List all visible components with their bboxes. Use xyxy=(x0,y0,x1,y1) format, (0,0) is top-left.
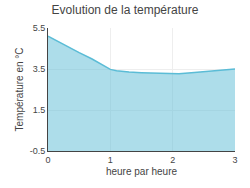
svg-text:3: 3 xyxy=(232,155,237,165)
svg-text:1.5: 1.5 xyxy=(33,105,46,115)
svg-text:Température en °C: Température en °C xyxy=(14,47,25,131)
svg-text:5.5: 5.5 xyxy=(33,23,46,33)
svg-text:-0.5: -0.5 xyxy=(30,146,46,156)
svg-text:Evolution de la température: Evolution de la température xyxy=(52,3,199,17)
svg-text:3.5: 3.5 xyxy=(33,64,46,74)
svg-text:2: 2 xyxy=(170,155,175,165)
svg-text:1: 1 xyxy=(108,155,113,165)
svg-text:heure par heure: heure par heure xyxy=(106,166,178,177)
svg-text:0: 0 xyxy=(45,155,50,165)
